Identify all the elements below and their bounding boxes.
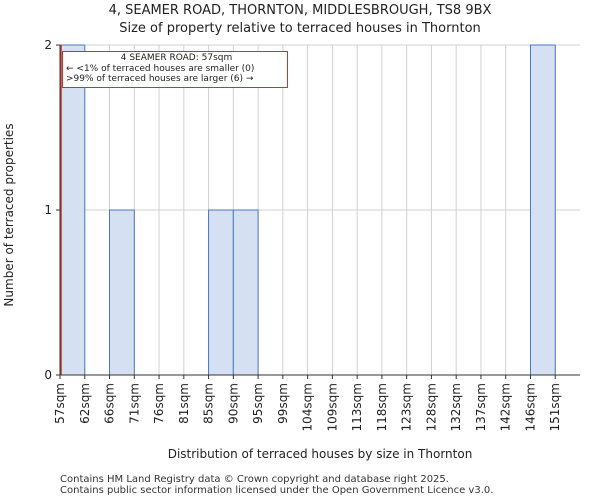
x-tick-label-71sqm: 71sqm [127,383,141,424]
x-tick-label-123sqm: 123sqm [400,383,414,431]
x-tick-label-132sqm: 132sqm [449,383,463,431]
x-tick-label-99sqm: 99sqm [276,383,290,424]
x-tick-label-137sqm: 137sqm [474,383,488,431]
x-tick-label-146sqm: 146sqm [523,383,537,431]
x-tick-label-90sqm: 90sqm [226,383,240,424]
x-tick-label-142sqm: 142sqm [499,383,513,431]
chart-title-line1: 4, SEAMER ROAD, THORNTON, MIDDLESBROUGH,… [108,3,492,18]
chart-title-line2: Size of property relative to terraced ho… [119,21,481,36]
y-axis-label: Number of terraced properties [2,123,16,306]
bar-85sqm [208,209,234,376]
x-tick-label-66sqm: 66sqm [103,383,117,424]
x-tick-label-151sqm: 151sqm [548,383,562,431]
property-annotation: 4 SEAMER ROAD: 57sqm ← <1% of terraced h… [62,51,288,88]
x-tick-label-57sqm: 57sqm [53,383,67,424]
y-tick-label: 0 [44,368,52,382]
annotation-line1: 4 SEAMER ROAD: 57sqm [120,53,233,63]
bars [59,44,556,376]
bar-66sqm [109,209,135,376]
y-tick-label: 1 [44,203,52,217]
bar-90sqm [232,209,259,376]
x-tick-label-109sqm: 109sqm [325,383,339,431]
x-tick-label-95sqm: 95sqm [251,383,265,424]
grid-lines [60,44,580,376]
x-tick-label-81sqm: 81sqm [177,383,191,424]
footer-line2: Contains public sector information licen… [60,485,494,496]
x-tick-label-104sqm: 104sqm [301,383,315,431]
footer-line1: Contains HM Land Registry data © Crown c… [60,474,449,485]
x-tick-label-118sqm: 118sqm [375,383,389,431]
bar-146sqm [529,44,556,376]
annotation-line3: >99% of terraced houses are larger (6) → [66,74,254,84]
bar-57sqm [59,44,86,376]
x-tick-label-62sqm: 62sqm [78,383,92,424]
x-axis-label: Distribution of terraced houses by size … [168,447,473,461]
annotation-line2: ← <1% of terraced houses are smaller (0) [66,63,255,74]
y-tick-label: 2 [44,38,52,52]
x-tick-label-128sqm: 128sqm [424,383,438,431]
x-tick-label-113sqm: 113sqm [350,383,364,431]
x-tick-label-85sqm: 85sqm [202,383,216,424]
x-tick-label-76sqm: 76sqm [152,383,166,424]
tick-labels: 0 1 2 57sqm 62sqm 66sqm 71sqm 76sqm 81sqm 85sqm 90… [44,38,562,431]
